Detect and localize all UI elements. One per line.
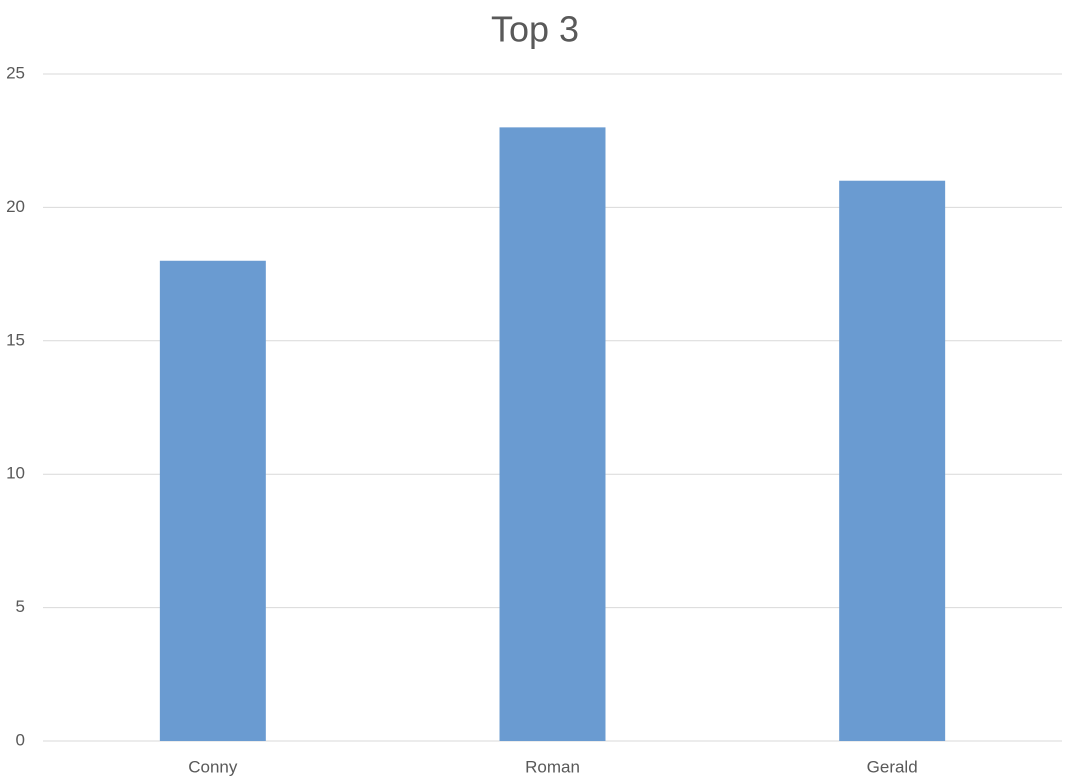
bar	[839, 180, 946, 742]
x-tick-label: Gerald	[867, 757, 918, 776]
x-tick-label: Conny	[188, 757, 238, 776]
y-tick-label: 5	[16, 597, 25, 616]
y-tick-label: 25	[6, 63, 25, 82]
y-tick-label: 0	[16, 730, 25, 749]
x-tick-label: Roman	[525, 757, 580, 776]
bar	[159, 260, 266, 741]
bar	[499, 127, 606, 742]
y-tick-label: 20	[6, 197, 25, 216]
y-tick-label: 10	[6, 464, 25, 483]
chart-title: Top 3	[491, 9, 579, 50]
y-tick-label: 15	[6, 330, 25, 349]
